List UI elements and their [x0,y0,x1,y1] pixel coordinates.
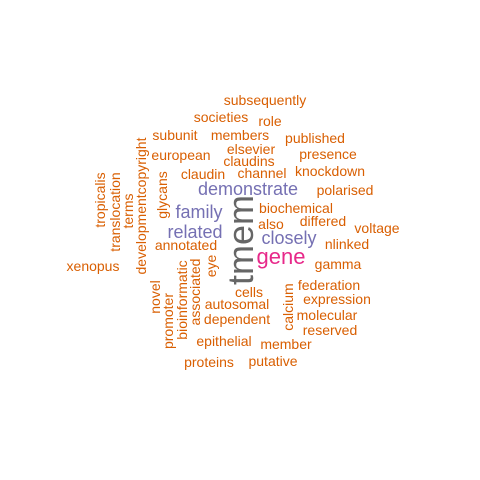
word-reserved: reserved [302,322,358,338]
word-nlinked: nlinked [324,236,370,252]
word-gene: gene [256,244,306,269]
word-channel: channel [237,165,287,181]
word-voltage: voltage [354,220,400,236]
word-related: related [167,222,223,242]
word-knockdown: knockdown [294,163,366,179]
word-closely: closely [261,228,317,248]
word-subsequently: subsequently [223,92,307,108]
word-annotated: annotated [154,237,218,253]
word-tmem: tmem [220,195,261,285]
word-claudin: claudin [180,166,226,182]
word-calcium: calcium [280,283,296,331]
word-gamma: gamma [314,256,362,272]
word-member: member [260,336,312,352]
word-molecular: molecular [296,307,358,323]
word-members: members [210,127,270,143]
word-societies: societies [193,109,249,125]
word-epithelial: epithelial [196,333,252,349]
word-also: also [258,216,284,232]
word-glycans: glycans [154,171,170,219]
word-expression: expression [303,291,371,307]
word-claudins: claudins [223,153,275,169]
word-demonstrate: demonstrate [197,179,299,199]
word-xenopus: xenopus [66,258,120,274]
word-polarised: polarised [316,182,374,198]
word-eye: eye [203,254,219,278]
word-published: published [285,130,345,146]
word-putative: putative [248,353,298,369]
word-autosomal: autosomal [204,296,270,312]
word-biochemical: biochemical [259,200,333,216]
word-subunit: subunit [152,127,198,143]
word-developmentcopyright: developmentcopyright [133,137,149,275]
word-promoter: promoter [160,292,176,350]
word-differed: differed [299,213,347,229]
word-proteins: proteins [184,354,234,370]
word-tropicalis: tropicalis [92,172,108,228]
word-european: european [151,147,211,163]
word-elsevier: elsevier [226,141,276,157]
word-dependent: dependent [203,311,271,327]
word-presence: presence [299,146,357,162]
word-cells: cells [234,284,264,300]
word-federation: federation [297,277,361,293]
word-associated: associated [187,258,203,326]
word-family: family [175,202,223,222]
word-role: role [258,113,282,129]
